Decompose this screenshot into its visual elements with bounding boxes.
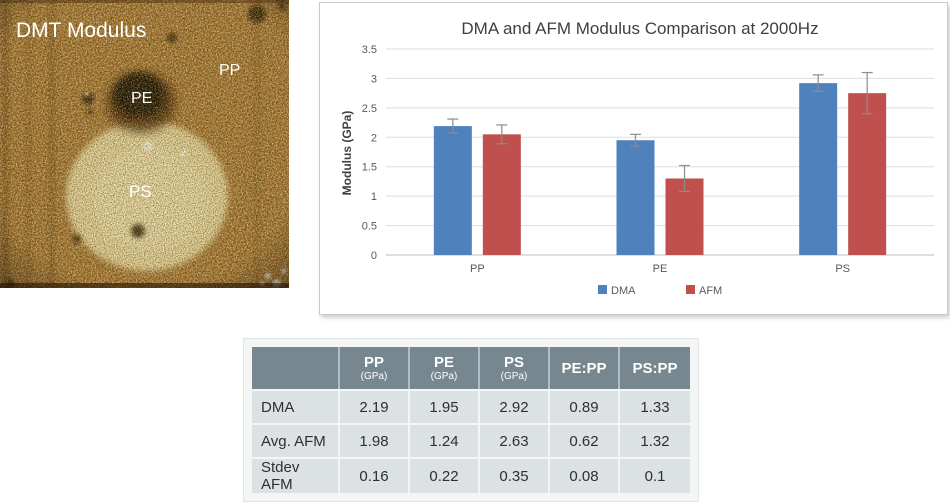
table-header-cell-ps-pp: PS:PP bbox=[620, 347, 690, 389]
afm-vignette bbox=[0, 0, 289, 288]
bar-chart: DMA and AFM Modulus Comparison at 2000Hz… bbox=[340, 19, 934, 297]
table-cell: 0.89 bbox=[550, 389, 620, 423]
region-label-pp: PP bbox=[219, 62, 240, 79]
table-cell: 0.08 bbox=[550, 457, 620, 493]
bar-AFM-PP bbox=[482, 134, 521, 255]
table-row-avg-afm: Avg. AFM 1.98 1.24 2.63 0.62 1.32 bbox=[252, 423, 690, 457]
bar-DMA-PS bbox=[799, 83, 838, 255]
legend-label-AFM: AFM bbox=[699, 285, 722, 297]
table-cell: 0.1 bbox=[620, 457, 690, 493]
y-tick-label: 2.5 bbox=[362, 103, 377, 115]
x-category-label: PP bbox=[470, 263, 485, 275]
table-cell: 1.24 bbox=[410, 423, 480, 457]
chart-panel: DMA and AFM Modulus Comparison at 2000Hz… bbox=[319, 2, 948, 315]
table-header: PP (GPa) PE (GPa) PS (GPa) PE:PP PS:PP bbox=[252, 347, 690, 389]
table-body: DMA 2.19 1.95 2.92 0.89 1.33 Avg. AFM 1.98 1.24 2… bbox=[252, 389, 690, 493]
chart-title: DMA and AFM Modulus Comparison at 2000Hz bbox=[461, 19, 818, 38]
y-tick-label: 1 bbox=[371, 191, 377, 203]
table-cell: 0.35 bbox=[480, 457, 550, 493]
bar-AFM-PS bbox=[848, 93, 887, 256]
table-row-dma: DMA 2.19 1.95 2.92 0.89 1.33 bbox=[252, 389, 690, 423]
table-cell: 0.16 bbox=[340, 457, 410, 493]
table-row-stdev-afm: Stdev AFM 0.16 0.22 0.35 0.08 0.1 bbox=[252, 457, 690, 493]
y-tick-label: 2 bbox=[371, 132, 377, 144]
x-category-label: PS bbox=[835, 263, 850, 275]
afm-top-edge bbox=[0, 0, 289, 3]
afm-image-canvas: DMT Modulus PP PE PS bbox=[0, 0, 289, 288]
table-cell: 1.32 bbox=[620, 423, 690, 457]
y-tick-label: 3.5 bbox=[362, 44, 377, 56]
y-tick-label: 3 bbox=[371, 73, 377, 85]
table-header-cell-pp: PP (GPa) bbox=[340, 347, 410, 389]
results-table-card: PP (GPa) PE (GPa) PS (GPa) PE:PP PS:PP DMA 2.19 1… bbox=[243, 338, 699, 502]
table-header-cell-empty bbox=[252, 347, 340, 389]
afm-bottom-edge bbox=[0, 283, 289, 288]
row-label: Stdev AFM bbox=[252, 457, 340, 493]
y-axis-label: Modulus (GPa) bbox=[340, 111, 354, 196]
table-cell: 2.92 bbox=[480, 389, 550, 423]
y-tick-label: 0.5 bbox=[362, 221, 377, 233]
table-header-cell-pe: PE (GPa) bbox=[410, 347, 480, 389]
region-label-pe: PE bbox=[131, 90, 152, 107]
x-category-label: PE bbox=[653, 263, 668, 275]
afm-title: DMT Modulus bbox=[16, 19, 146, 42]
results-table: PP (GPa) PE (GPa) PS (GPa) PE:PP PS:PP DMA 2.19 1… bbox=[252, 347, 690, 493]
plot-area: 0 0.5 1 1.5 2 2.5 3 3.5 PP PE PS DMA AFM bbox=[362, 44, 934, 297]
y-tick-label: 1.5 bbox=[362, 162, 377, 174]
legend-swatch-AFM bbox=[686, 285, 695, 294]
row-label: Avg. AFM bbox=[252, 423, 340, 457]
table-header-cell-ps: PS (GPa) bbox=[480, 347, 550, 389]
table-cell: 2.63 bbox=[480, 423, 550, 457]
table-cell: 1.33 bbox=[620, 389, 690, 423]
region-label-ps: PS bbox=[129, 182, 152, 201]
legend-label-DMA: DMA bbox=[611, 285, 636, 297]
table-header-cell-pe-pp: PE:PP bbox=[550, 347, 620, 389]
legend-swatch-DMA bbox=[598, 285, 607, 294]
table-cell: 2.19 bbox=[340, 389, 410, 423]
table-cell: 0.62 bbox=[550, 423, 620, 457]
bar-DMA-PP bbox=[433, 126, 472, 255]
y-tick-label: 0 bbox=[371, 250, 377, 262]
row-label: DMA bbox=[252, 389, 340, 423]
afm-micrograph: DMT Modulus PP PE PS bbox=[0, 0, 289, 288]
table-cell: 1.95 bbox=[410, 389, 480, 423]
bar-DMA-PE bbox=[616, 140, 655, 255]
table-cell: 0.22 bbox=[410, 457, 480, 493]
table-header-row: PP (GPa) PE (GPa) PS (GPa) PE:PP PS:PP bbox=[252, 347, 690, 389]
table-cell: 1.98 bbox=[340, 423, 410, 457]
